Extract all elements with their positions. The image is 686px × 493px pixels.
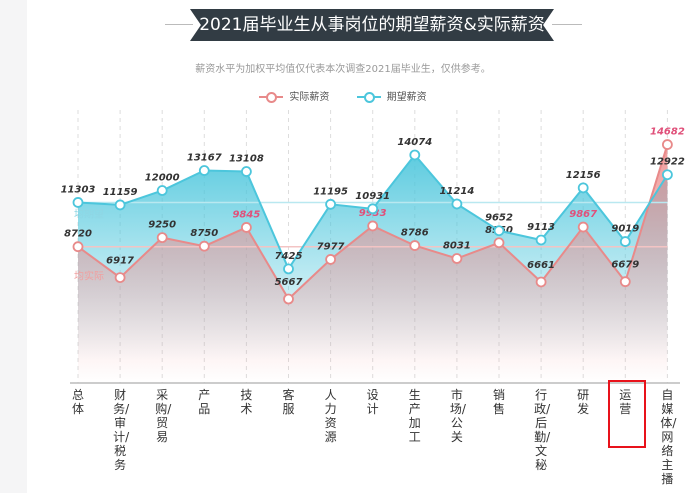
legend-actual[interactable]: 实际薪资 [259, 88, 329, 103]
legend-expected-marker-icon [356, 91, 381, 103]
reference-label: 均实际 [74, 270, 104, 283]
data-label: 10931 [355, 191, 390, 202]
data-label: 9250 [148, 220, 176, 231]
data-label: 6679 [611, 260, 639, 271]
data-label: 5667 [275, 277, 303, 288]
legend: 实际薪资 期望薪资 [0, 88, 686, 104]
data-label: 14074 [397, 137, 432, 148]
data-point [409, 149, 421, 161]
legend-expected[interactable]: 期望薪资 [356, 88, 427, 103]
data-point [367, 203, 379, 215]
data-point [240, 222, 252, 233]
legend-expected-label: 期望薪资 [386, 92, 427, 103]
data-label: 11303 [61, 184, 96, 195]
data-point [114, 272, 126, 283]
data-point [619, 276, 631, 288]
data-label: 13167 [187, 153, 222, 164]
x-tick-label: 采购/贸易 [155, 388, 172, 444]
data-point [451, 198, 463, 210]
x-tick-label: 财务/审计/税务 [113, 388, 130, 472]
data-label: 13108 [229, 154, 264, 165]
data-point [577, 221, 589, 233]
data-point [72, 241, 84, 253]
data-point [325, 198, 337, 210]
legend-actual-label: 实际薪资 [289, 92, 330, 103]
data-label: 9652 [485, 213, 513, 224]
data-label: 14682 [650, 127, 685, 138]
data-point [662, 139, 673, 150]
banner-line-right [552, 24, 582, 25]
side-strip [0, 0, 27, 493]
data-label: 7977 [317, 241, 345, 252]
data-label: 11214 [440, 186, 475, 197]
data-label: 8031 [443, 241, 471, 252]
data-label: 8720 [64, 229, 92, 240]
chart-title: 2021届毕业生从事岗位的期望薪资&实际薪资 [190, 9, 554, 41]
data-point [535, 276, 547, 288]
x-tick-label: 行政/后勤/文秘 [534, 388, 551, 472]
data-point [409, 240, 421, 251]
data-point [156, 185, 168, 196]
data-label: 6917 [106, 256, 134, 267]
banner-line-left [165, 24, 193, 25]
data-point [619, 236, 631, 247]
data-label: 11195 [313, 186, 348, 197]
data-label: 11159 [103, 187, 138, 198]
data-label: 9019 [611, 224, 639, 235]
data-label: 9867 [569, 209, 597, 220]
x-tick-label: 研发 [577, 388, 590, 416]
data-point [493, 237, 505, 249]
chart-subtitle: 薪资水平为加权平均值仅代表本次调查2021届毕业生，仅供参考。 [195, 64, 491, 75]
data-label: 8750 [190, 228, 218, 239]
data-label: 12000 [145, 173, 180, 184]
data-label: 7425 [275, 251, 303, 262]
data-point [493, 225, 505, 237]
x-tick-label: 总体 [71, 388, 84, 416]
data-label: 12922 [650, 157, 685, 168]
x-tick-label: 客服 [282, 388, 295, 416]
data-label: 9113 [527, 222, 555, 233]
x-tick-label: 技术 [240, 388, 253, 416]
highlight-box [608, 380, 646, 448]
data-label: 9845 [232, 209, 260, 220]
reference-label: 均期望 [74, 207, 104, 220]
data-point [325, 254, 337, 265]
data-point [367, 220, 379, 232]
x-tick-label: 产品 [198, 388, 211, 416]
data-point [283, 293, 294, 305]
data-point [577, 182, 589, 194]
data-point [662, 169, 673, 181]
data-point [156, 232, 168, 244]
data-label: 6661 [527, 260, 555, 271]
data-point [535, 234, 547, 246]
x-tick-label: 设计 [366, 388, 379, 416]
legend-actual-marker-icon [259, 91, 284, 103]
data-point [283, 263, 294, 275]
data-point [198, 165, 210, 176]
x-tick-label: 市场/公关 [449, 388, 466, 444]
data-point [451, 253, 463, 264]
x-tick-label: 运营 [619, 388, 632, 416]
data-point [240, 166, 252, 177]
data-label: 8786 [401, 228, 429, 239]
series-area-0 [78, 144, 668, 383]
data-point [72, 197, 84, 208]
data-point [198, 240, 210, 252]
x-tick-label: 生产加工 [408, 388, 421, 444]
x-tick-label: 销售 [492, 388, 505, 416]
x-tick-label: 人力资源 [324, 388, 337, 444]
x-tick-label: 自媒体/网络主播 [660, 388, 677, 486]
data-point [114, 199, 126, 211]
data-label: 12156 [566, 170, 601, 181]
